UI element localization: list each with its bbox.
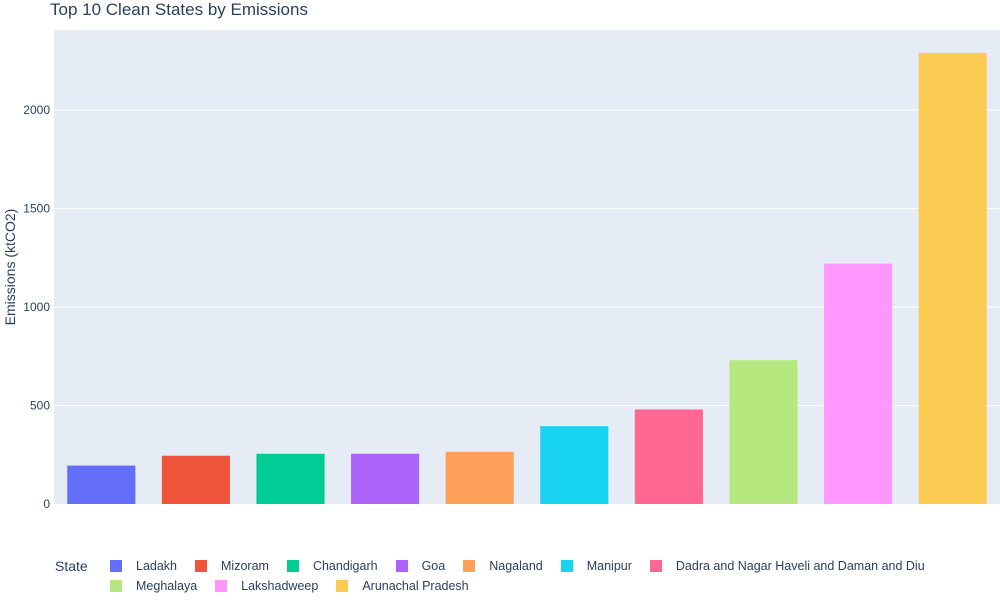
legend-swatch — [560, 560, 573, 572]
legend-label: Mizoram — [221, 559, 269, 573]
legend-item[interactable]: Meghalaya — [110, 576, 197, 596]
legend-swatch — [463, 560, 476, 572]
y-tick-label: 1000 — [23, 300, 50, 314]
legend-swatch — [110, 560, 122, 572]
y-tick-label: 1500 — [23, 202, 50, 216]
legend-item[interactable]: Manipur — [560, 556, 632, 576]
bar-meghalaya[interactable] — [729, 360, 798, 504]
bar-dadra-and-nagar-haveli-and-daman-and-diu[interactable] — [634, 409, 703, 504]
chart-title: Top 10 Clean States by Emissions — [50, 0, 308, 19]
legend-item[interactable]: Chandigarh — [286, 556, 378, 576]
legend-label: Chandigarh — [312, 559, 378, 573]
bars — [67, 52, 987, 505]
legend-item[interactable]: Mizoram — [195, 556, 269, 576]
bar-ladakh[interactable] — [67, 465, 136, 504]
legend-item[interactable]: Goa — [395, 556, 446, 576]
legend-title: State — [55, 558, 88, 574]
bar-lakshadweep[interactable] — [824, 263, 893, 504]
legend-label: Nagaland — [489, 559, 543, 573]
legend-items: Ladakh Mizoram Chandigarh Goa Nagaland Manipu… — [110, 556, 1000, 596]
legend-item[interactable]: Nagaland — [463, 556, 543, 576]
legend-swatch — [195, 560, 208, 572]
bar-nagaland[interactable] — [445, 451, 514, 504]
bar-manipur[interactable] — [540, 426, 609, 504]
y-tick-label: 500 — [30, 399, 50, 413]
legend-label: Meghalaya — [136, 579, 198, 593]
legend-item[interactable]: Lakshadweep — [215, 576, 318, 596]
y-tick-labels: 0 500 1000 1500 2000 — [23, 103, 50, 511]
legend-item[interactable]: Dadra and Nagar Haveli and Daman and Diu — [649, 556, 925, 576]
legend-swatch — [395, 560, 408, 572]
legend-swatch — [649, 560, 662, 572]
y-tick-label: 2000 — [23, 103, 50, 117]
legend-label: Lakshadweep — [241, 579, 319, 593]
legend-swatch — [215, 580, 228, 592]
legend-label: Dadra and Nagar Haveli and Daman and Diu — [675, 559, 925, 573]
legend-label: Manipur — [586, 559, 632, 573]
legend-label: Goa — [421, 559, 446, 573]
legend-item[interactable]: Arunachal Pradesh — [336, 576, 469, 596]
legend-label: Arunachal Pradesh — [362, 579, 469, 593]
bar-goa[interactable] — [351, 453, 420, 504]
bar-chandigarh[interactable] — [256, 453, 325, 504]
legend-item[interactable]: Ladakh — [110, 556, 177, 576]
y-tick-label: 0 — [43, 497, 50, 511]
legend-swatch — [110, 580, 122, 592]
y-axis-label: Emissions (ktCO2) — [2, 209, 18, 326]
legend-swatch — [336, 580, 349, 592]
legend-swatch — [286, 560, 299, 572]
bar-arunachal-pradesh[interactable] — [918, 52, 987, 505]
bar-mizoram[interactable] — [161, 455, 230, 504]
legend-label: Ladakh — [136, 559, 178, 573]
